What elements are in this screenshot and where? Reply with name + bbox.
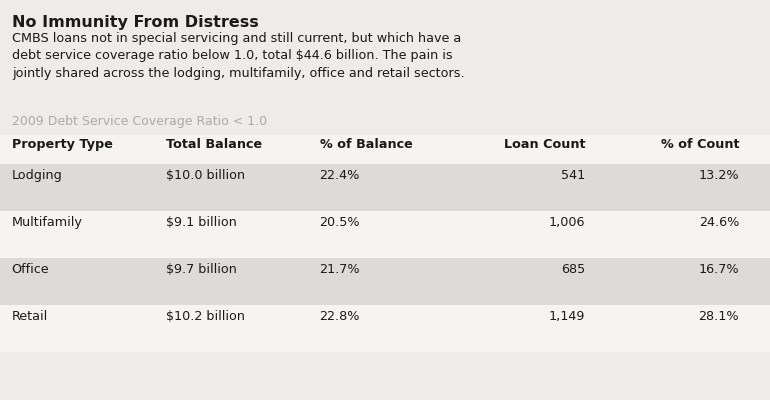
Bar: [0, 135, 770, 164]
Text: Total Balance: Total Balance: [166, 138, 262, 151]
Text: $10.0 billion: $10.0 billion: [166, 169, 245, 182]
Bar: [0, 305, 770, 352]
Text: 1,006: 1,006: [549, 216, 585, 229]
Text: Loan Count: Loan Count: [504, 138, 585, 151]
Text: 22.4%: 22.4%: [320, 169, 360, 182]
Text: No Immunity From Distress: No Immunity From Distress: [12, 15, 259, 30]
Text: 28.1%: 28.1%: [698, 310, 739, 323]
Text: 22.8%: 22.8%: [320, 310, 360, 323]
Text: Retail: Retail: [12, 310, 48, 323]
Text: 21.7%: 21.7%: [320, 263, 360, 276]
Text: $10.2 billion: $10.2 billion: [166, 310, 245, 323]
Text: 13.2%: 13.2%: [698, 169, 739, 182]
Text: $9.1 billion: $9.1 billion: [166, 216, 236, 229]
Text: % of Count: % of Count: [661, 138, 739, 151]
Bar: [0, 211, 770, 258]
Text: CMBS loans not in special servicing and still current, but which have a
debt ser: CMBS loans not in special servicing and …: [12, 32, 464, 80]
Text: 685: 685: [561, 263, 585, 276]
Text: Multifamily: Multifamily: [12, 216, 82, 229]
Text: Property Type: Property Type: [12, 138, 112, 151]
Text: 541: 541: [561, 169, 585, 182]
Text: 20.5%: 20.5%: [320, 216, 360, 229]
Text: % of Balance: % of Balance: [320, 138, 412, 151]
Text: $9.7 billion: $9.7 billion: [166, 263, 236, 276]
Bar: [0, 164, 770, 211]
Bar: [0, 258, 770, 305]
Text: Lodging: Lodging: [12, 169, 62, 182]
Text: 24.6%: 24.6%: [699, 216, 739, 229]
Text: 2009 Debt Service Coverage Ratio < 1.0: 2009 Debt Service Coverage Ratio < 1.0: [12, 115, 267, 128]
Text: Office: Office: [12, 263, 49, 276]
Text: 1,149: 1,149: [549, 310, 585, 323]
Text: 16.7%: 16.7%: [698, 263, 739, 276]
